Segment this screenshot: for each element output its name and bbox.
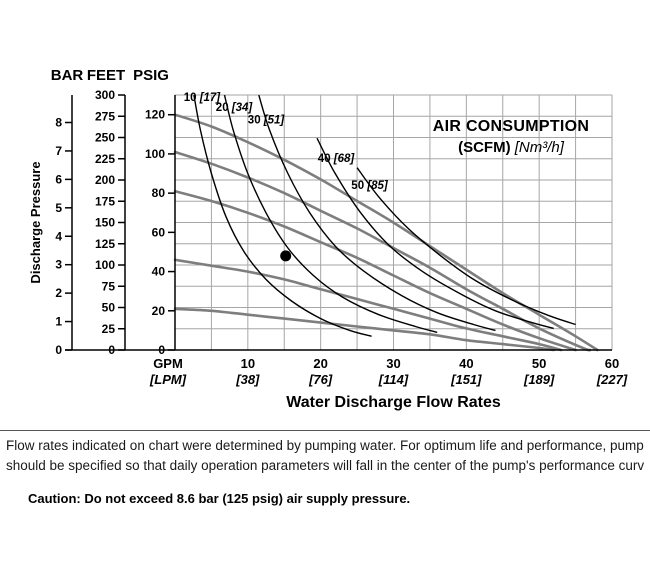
y-tick-label: 100 <box>145 147 165 161</box>
air-curve-40 <box>316 137 554 330</box>
x-tick-lpm: [76] <box>308 372 333 387</box>
water-curve-45 <box>173 258 563 352</box>
water-curve-20 <box>173 307 555 352</box>
divider-line <box>0 430 650 431</box>
caution-text: Caution: Do not exceed 8.6 bar (125 psig… <box>28 491 411 507</box>
x-tick-gpm: 40 <box>459 356 473 371</box>
water-curve-120 <box>173 113 599 352</box>
x-unit-lpm: [LPM] <box>149 372 187 387</box>
chart-title: AIR CONSUMPTION <box>433 118 590 135</box>
y-tick-label: 60 <box>152 225 166 239</box>
x-tick-gpm: 30 <box>386 356 400 371</box>
x-tick-lpm: [114] <box>378 372 409 387</box>
footnote: Flow rates indicated on chart were deter… <box>0 431 650 475</box>
air-curve-label-40: 40 [68] <box>318 153 356 165</box>
x-tick-lpm: [151] <box>450 372 482 387</box>
y-tick-label: 125 <box>95 237 115 251</box>
x-tick-lpm: [189] <box>523 372 555 387</box>
air-curve-label-20: 20 [34] <box>216 102 254 114</box>
y-tick-label: 175 <box>95 194 115 208</box>
y-tick-label: 100 <box>95 258 115 272</box>
y-tick-label: 0 <box>55 343 62 357</box>
y-tick-label: 5 <box>55 201 62 215</box>
water-curve-100 <box>173 150 592 352</box>
y-tick-label: 3 <box>55 258 62 272</box>
footnote-line-2: should be specified so that daily operat… <box>6 457 645 473</box>
y-tick-label: 40 <box>152 265 166 279</box>
footnote-line-1: Flow rates indicated on chart were deter… <box>6 438 644 453</box>
air-curve-50 <box>356 167 576 326</box>
y-tick-label: 4 <box>55 229 62 243</box>
x-tick-gpm: 20 <box>313 356 327 371</box>
y-tick-label: 7 <box>55 144 62 158</box>
air-curve-20 <box>223 94 438 334</box>
y-tick-label: 1 <box>55 315 62 329</box>
y-tick-label: 225 <box>95 152 115 166</box>
air-curve-30 <box>258 94 496 332</box>
water-curve-80 <box>173 189 577 352</box>
y-tick-label: 25 <box>102 322 116 336</box>
y-tick-label: 6 <box>55 172 62 186</box>
y-axis-unit-feet: FEET <box>87 67 125 84</box>
y-tick-label: 120 <box>145 108 165 122</box>
air-curve-label-10: 10 [17] <box>184 92 222 104</box>
y-axis-title: Discharge Pressure <box>28 161 43 283</box>
x-tick-lpm: [38] <box>235 372 260 387</box>
performance-chart: 10 [17]20 [34]30 [51] 40 [68] 50 [85] 0 1 2 3 4… <box>28 67 628 411</box>
y-tick-label: 300 <box>95 88 115 102</box>
chart-subtitle: (SCFM) [Nm³/h] <box>458 139 565 156</box>
x-tick-lpm: [227] <box>596 372 628 387</box>
x-tick-gpm: 10 <box>241 356 255 371</box>
air-curve-label-30: 30 [51] <box>248 115 286 127</box>
y-tick-label: 75 <box>102 279 116 293</box>
x-unit-gpm: GPM <box>153 356 183 371</box>
air-curve-10 <box>193 94 372 337</box>
y-tick-label: 150 <box>95 216 115 230</box>
x-tick-gpm: 60 <box>605 356 619 371</box>
y-tick-label: 200 <box>95 173 115 187</box>
x-tick-gpm: 50 <box>532 356 546 371</box>
air-curve-label-50: 50 [85] <box>351 180 389 192</box>
y-tick-label: 80 <box>152 186 166 200</box>
y-tick-label: 50 <box>102 301 116 315</box>
y-axis-unit-bar: BAR <box>51 67 84 84</box>
y-tick-label: 20 <box>152 304 166 318</box>
y-tick-label: 2 <box>55 286 62 300</box>
y-tick-label: 250 <box>95 131 115 145</box>
x-axis-title: Water Discharge Flow Rates <box>286 394 501 411</box>
y-tick-label: 275 <box>95 109 115 123</box>
operating-point-dot <box>280 250 292 262</box>
y-axis-unit-psig: PSIG <box>133 67 169 84</box>
y-tick-label: 8 <box>55 116 62 130</box>
